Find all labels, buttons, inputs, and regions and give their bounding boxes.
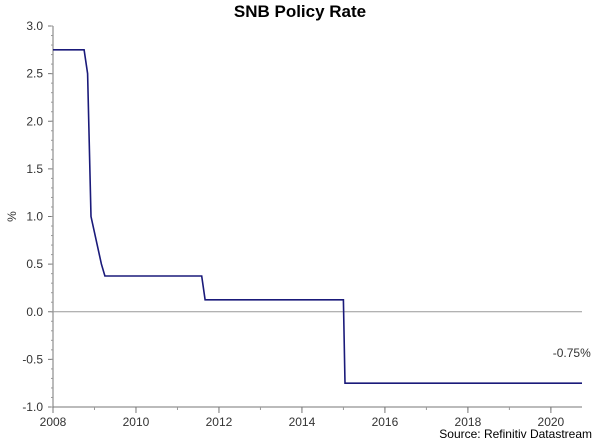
y-tick-label: 1.5 (26, 162, 43, 176)
y-tick-label: 0.5 (26, 257, 43, 271)
y-tick-label: 3.0 (26, 19, 43, 33)
x-tick-label: 2018 (455, 415, 482, 429)
y-tick-label: -0.5 (22, 352, 43, 366)
x-tick-label: 2014 (289, 415, 316, 429)
end-value-label: -0.75% (553, 346, 591, 360)
y-tick-label: 2.5 (26, 67, 43, 81)
axes: -1.0 -0.5 0.0 0.5 1.0 1.5 2.0 2.5 3.0 2008 2010 201… (5, 19, 582, 429)
y-tick-label: -1.0 (22, 400, 43, 414)
x-tick-label: 2012 (206, 415, 233, 429)
x-tick-label: 2016 (372, 415, 399, 429)
annotations: -0.75% (553, 346, 591, 360)
y-tick-label: 0.0 (26, 305, 43, 319)
y-axis-label: % (5, 211, 19, 222)
source-note: Source: Refinitiv Datastream (439, 427, 592, 441)
x-tick-label: 2010 (123, 415, 150, 429)
y-tick-label: 1.0 (26, 210, 43, 224)
x-tick-label: 2020 (538, 415, 565, 429)
chart-title: SNB Policy Rate (233, 2, 367, 21)
policy-rate-line (53, 48, 582, 385)
series-layer (53, 48, 582, 385)
x-tick-label: 2008 (40, 415, 67, 429)
y-tick-label: 2.0 (26, 114, 43, 128)
